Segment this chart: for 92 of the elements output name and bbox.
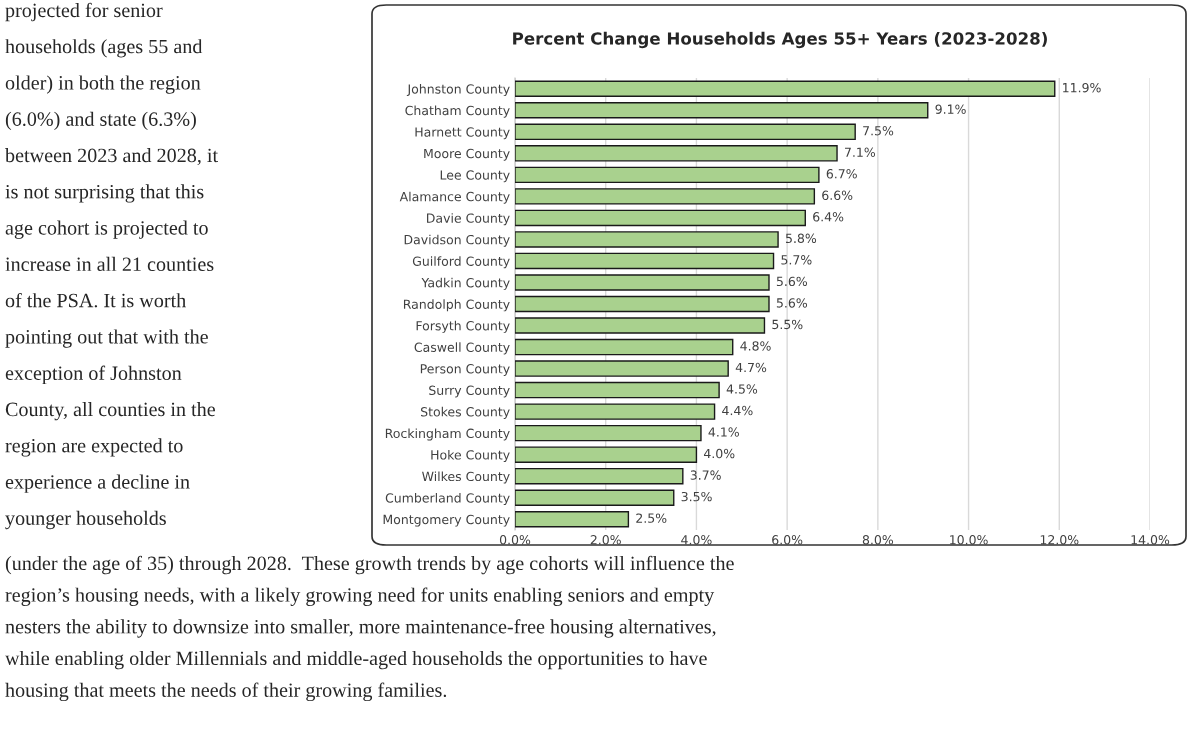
y-tick-label: Randolph County [403, 299, 510, 312]
y-tick-label: Hoke County [431, 449, 510, 463]
data-label: 7.1% [845, 147, 876, 157]
x-tick-label: 12.0% [1040, 535, 1079, 545]
y-tick-label: Surry County [429, 385, 510, 398]
y-tick-label: Alamance County [399, 191, 510, 204]
data-label: 2.5% [636, 513, 667, 523]
text: region are expected to [5, 438, 183, 457]
x-tick-label: 14.0% [1131, 535, 1170, 545]
y-tick-label: Stokes County [421, 406, 510, 419]
text: of the PSA. It is worth [5, 292, 186, 308]
bar [515, 188, 816, 205]
text: County, all counties in the [5, 401, 215, 421]
data-label: 4.5% [726, 384, 758, 394]
text: nesters the ability to downsize into smaller, more maintenance-free housing alternatives, [5, 619, 716, 638]
bar [515, 338, 734, 356]
y-tick-label: Davidson County [404, 234, 510, 247]
bar [515, 360, 729, 377]
data-label: 5.8% [785, 233, 817, 244]
bar [515, 102, 929, 119]
y-tick-label: Rockingham County [385, 428, 510, 441]
x-tick-label: 2.0% [590, 535, 621, 545]
y-tick-label: Yadkin County [421, 277, 510, 290]
data-label: 5.5% [772, 319, 803, 330]
y-tick-label: Cumberland County [385, 492, 510, 506]
y-tick-label: Chatham County [405, 105, 510, 118]
text: younger households [5, 510, 166, 530]
text: projected for senior [5, 2, 163, 22]
text: (under the age of 35) through 2028. These growth trends by age cohorts will influence the [5, 555, 734, 575]
text: between 2023 and 2028, it [5, 148, 218, 166]
data-label: 4.4% [722, 405, 753, 416]
y-tick-label: Harnett County [415, 127, 510, 140]
data-label: 5.6% [776, 298, 808, 308]
text: experience a decline in [5, 474, 190, 493]
text: while enabling older Millennials and middle-aged households the opportunities to have [5, 650, 707, 670]
y-tick-label: Forsyth County [416, 320, 510, 333]
x-tick-label: 6.0% [772, 535, 803, 545]
x-tick-label: 10.0% [950, 535, 988, 545]
text: region’s housing needs, with a likely growing need for units enabling seniors and empty [5, 587, 715, 606]
bar [515, 511, 630, 528]
y-tick-label: Montgomery County [383, 514, 510, 527]
bar [515, 446, 698, 463]
bar [515, 295, 770, 313]
y-tick-label: Person County [420, 364, 510, 376]
y-tick-label: Moore County [424, 148, 510, 161]
chart-title: Percent Change Households Ages 55+ Years (2023-2028) [513, 31, 1047, 49]
bar [515, 145, 838, 162]
text: housing that meets the needs of their growing families. [5, 682, 447, 702]
text: households (ages 55 and [5, 39, 203, 58]
data-label: 6.4% [813, 212, 844, 222]
data-label: 5.6% [776, 276, 808, 287]
bar [515, 123, 856, 141]
data-label: 4.8% [740, 341, 771, 351]
data-label: 6.7% [826, 169, 857, 179]
data-label: 4.1% [708, 427, 739, 437]
x-tick-label: 8.0% [862, 535, 894, 545]
bar [515, 489, 675, 506]
y-tick-label: Davie County [427, 213, 510, 226]
x-tick-label: 4.0% [681, 535, 712, 545]
text: is not surprising that this [5, 184, 204, 203]
bar [515, 209, 806, 227]
text: exception of Johnston [5, 365, 182, 385]
data-label: 3.7% [690, 470, 721, 480]
data-label: 5.7% [781, 255, 812, 265]
text: pointing out that with the [5, 329, 208, 348]
y-tick-label: Caswell County [414, 342, 510, 355]
data-label: 9.1% [935, 104, 966, 114]
bar [515, 274, 770, 291]
bar [515, 80, 1056, 97]
data-label: 4.0% [703, 448, 735, 459]
bar [515, 252, 775, 270]
bar [515, 231, 779, 248]
text: (6.0%) and state (6.3%) [5, 111, 196, 130]
x-tick-label: 0.0% [499, 535, 531, 545]
y-tick-label: Wilkes County [422, 471, 510, 484]
data-label: 6.6% [822, 190, 853, 201]
bar [515, 381, 720, 399]
bar [515, 424, 702, 442]
y-tick-label: Lee County [440, 170, 510, 183]
text: older) in both the region [5, 75, 201, 94]
bar [515, 467, 684, 485]
data-label: 11.9% [1063, 82, 1101, 93]
text: age cohort is projected to [5, 220, 208, 239]
y-tick-label: Johnston County [406, 84, 510, 97]
bar [515, 166, 820, 184]
y-tick-label: Guilford County [412, 256, 510, 269]
text: increase in all 21 counties [5, 256, 214, 272]
data-label: 4.7% [735, 362, 767, 373]
data-label: 7.5% [863, 125, 894, 136]
bar [515, 317, 766, 334]
bar [515, 403, 716, 420]
data-label: 3.5% [681, 491, 712, 502]
